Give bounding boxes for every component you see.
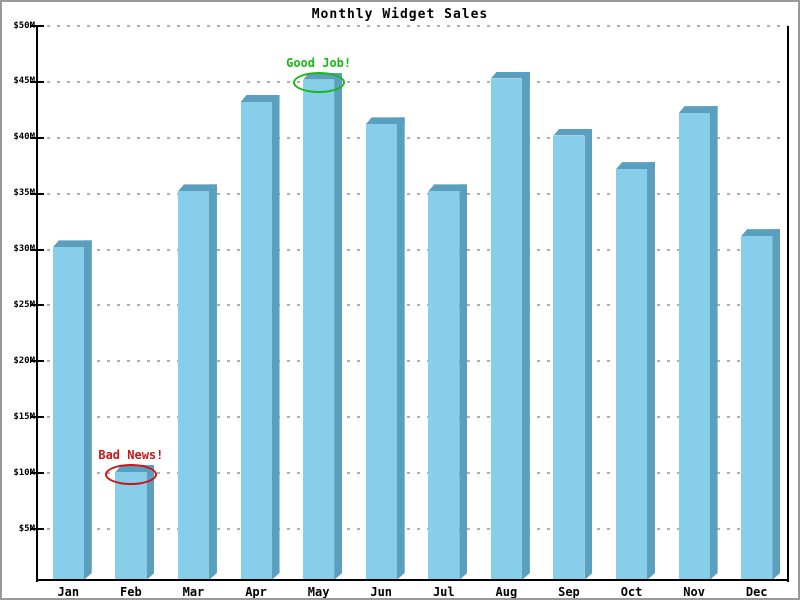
x-axis [37,579,789,581]
x-axis-label-mar: Mar [182,585,205,599]
x-axis-label-feb: Feb [120,585,142,599]
bar-top-face [741,229,781,237]
bar-aug [490,71,530,580]
y-axis-label: $35M [13,188,35,199]
bar-oct [616,162,656,580]
bar-top-face [616,162,656,170]
gridline-$50M [37,25,788,27]
bar-side-face [584,129,592,580]
bar-side-face [209,184,217,580]
gridline-$45M [37,80,788,83]
bar-mar [177,184,217,580]
bar-side-face [334,73,342,580]
chart-title: Monthly Widget Sales [311,7,489,22]
x-axis-label-jul: Jul [432,585,455,599]
bar-side-face [647,162,655,580]
y-axis-label: $50M [13,20,35,31]
bar-front-face [490,78,522,580]
bar-front-face [741,236,773,580]
bar-top-face [428,184,468,192]
x-axis-label-may: May [307,585,330,599]
bar-front-face [616,169,648,580]
y-axis-label: $30M [13,244,35,255]
bar-side-face [710,106,718,580]
x-axis-label-jun: Jun [370,585,393,599]
bar-front-face [428,191,460,580]
bar-jun [365,117,405,580]
gridline-$5M [37,528,788,530]
x-axis-label-oct: Oct [620,585,643,599]
bar-top-face [678,106,718,114]
bar-side-face [84,240,92,580]
bar-top-face [490,71,530,79]
gridline-$20M [37,360,788,363]
y-axis-label: $20M [13,355,35,366]
gridline-$35M [37,192,788,195]
bar-side-face [397,117,405,580]
bar-side-face [772,229,780,580]
y-axis-label: $10M [13,467,35,478]
bar-front-face [303,79,335,580]
annotation-text-may: Good Job! [286,55,352,70]
bar-front-face [52,247,84,580]
bar-side-face [272,95,280,580]
y-axis-label: $25M [13,299,35,310]
bar-front-face [365,124,397,580]
y-axis-label: $40M [13,132,35,143]
gridline-$10M [37,472,788,475]
bar-top-face [365,117,405,125]
bar-front-face [553,135,585,580]
x-axis-label-jan: Jan [57,585,80,599]
bar-jan [52,240,92,580]
bar-front-face [115,471,147,580]
y-axis [36,26,38,582]
bar-sep [553,128,593,580]
bar-jul [428,184,468,580]
x-axis-label-apr: Apr [245,585,267,599]
annotation-ellipse-may [292,72,345,94]
bar-top-face [177,184,217,192]
bar-front-face [177,191,209,580]
gridline-$15M [37,416,788,419]
y-axis-label: $15M [13,411,35,422]
annotation-text-feb: Bad News! [98,447,164,462]
y-axis-label: $5M [18,523,35,534]
bar-top-face [240,95,280,102]
x-axis-label-sep: Sep [558,585,580,599]
bar-top-face [52,240,92,248]
bar-apr [240,95,280,580]
bar-side-face [522,72,530,580]
bar-nov [678,106,718,580]
bar-dec [741,229,781,580]
bar-may [303,72,343,580]
bar-front-face [678,113,710,580]
bar-side-face [146,465,154,580]
bar-front-face [240,102,272,580]
x-axis-label-aug: Aug [495,585,518,599]
x-axis-label-dec: Dec [745,585,768,599]
gridline-$25M [37,304,788,307]
plot-right-border [787,26,789,582]
annotation-ellipse-feb [104,464,157,486]
bar-side-face [459,184,467,580]
gridline-$30M [37,248,788,251]
y-axis-label: $45M [13,76,35,87]
gridline-$40M [37,136,788,139]
x-axis-label-nov: Nov [683,585,705,599]
bar-top-face [553,128,593,136]
